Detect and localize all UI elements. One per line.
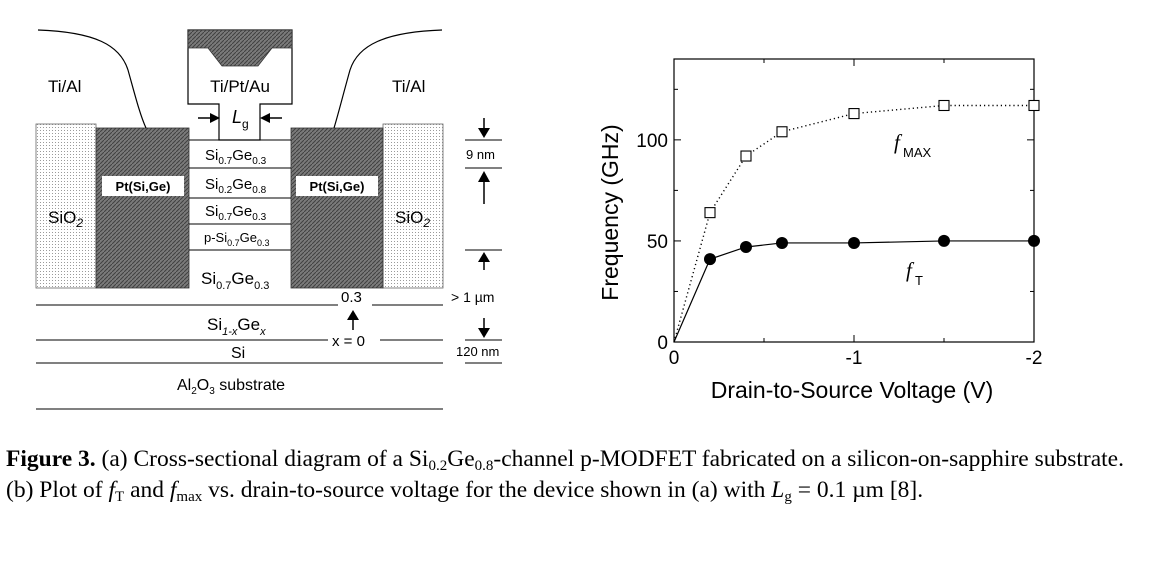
silicide-right-block [290,127,384,289]
caption-text-4: and [124,477,170,503]
marker-circle [740,240,752,253]
contact-right-label: Ti/Al [392,77,425,96]
marker-square [704,207,716,219]
caption-text-3: -channel p-MODFET fabricated on a silico… [6,446,1124,503]
channel-layer-3: Si0.7Ge0.3 [205,203,267,223]
silicide-left-label: Pt(Si,Ge) [116,179,171,194]
marker-circle [1028,234,1040,247]
caption-l1: L [771,477,785,503]
substrate-label: Al2O3 substrate [177,377,285,397]
silicide-right-label-box [296,176,378,196]
caption-sub-3: T [115,489,125,505]
plot-frame [673,58,1035,343]
channel-layer-4: p-Si0.7Ge0.3 [204,230,270,248]
marker-circle [848,236,860,249]
series-line-0 [673,104,1034,343]
figure-caption: Figure 3. (a) Cross-sectional diagram of… [6,444,1156,506]
silicide-left-label-box [102,176,184,196]
si-layer-label: Si [231,345,245,362]
caption-f1: f [108,477,116,503]
oxide-left-block [35,123,97,289]
oxide-right-label: SiO2 [395,208,430,230]
dimension-arrows [198,113,490,338]
left-contact-wire [37,29,147,129]
gate-cap [187,29,293,67]
caption-sub-5: g [784,489,792,505]
marker-square [848,108,860,120]
caption-text-6: = 0.1 µm [8]. [791,477,924,503]
marker-square [740,150,752,162]
channel-layer-1: Si0.7Ge0.3 [205,147,267,167]
x-tick-label: 0 [669,348,680,369]
dim-1um-label: > 1 µm [451,289,494,305]
x-top-label: 0.3 [341,289,362,306]
dim-120nm-label: 120 nm [456,344,499,359]
series-label-sub-0: MAX [903,145,932,160]
cross-section-diagram: Ti/Al Ti/Al Ti/Pt/Au Lg Pt(Si,Ge) Pt(Si,… [35,29,502,410]
x-axis-label: Drain-to-Source Voltage (V) [711,377,994,403]
marker-circle [776,236,788,249]
channel-stack-lines [189,139,291,251]
x-tick-label: -2 [1026,348,1043,369]
marker-circle [704,253,716,266]
y-tick-label: 100 [636,131,668,152]
layer-boundaries [36,304,443,410]
silicide-left-block [95,127,190,289]
caption-text-5: vs. drain-to-source voltage for the devi… [202,477,772,503]
contact-gate-label: Ti/Pt/Au [210,77,270,96]
silicide-right-label: Pt(Si,Ge) [310,179,365,194]
oxide-right-block [382,123,444,289]
caption-text-1: (a) Cross-sectional diagram of a Si [95,446,429,472]
marker-circle [938,234,950,247]
series-line-1 [673,240,1034,343]
y-axis-label: Frequency (GHz) [597,124,623,300]
right-contact-wire [333,29,443,129]
chart-root: 0 50 100 0 -1 -2 Drain-to-Source Voltage (V) Fr… [597,58,1043,403]
y-tick-label: 50 [647,232,668,253]
dimension-lines [465,139,502,364]
frequency-chart: 0 50 100 0 -1 -2 Drain-to-Source Voltage (V) Fr… [597,58,1043,403]
series-label-1: f [906,258,915,282]
caption-text-2: Ge [447,446,475,472]
x-bottom-label: x = 0 [332,333,365,350]
buffer-layer-label: Si0.7Ge0.3 [201,269,269,292]
marker-square [938,99,950,112]
contact-left-label: Ti/Al [48,77,81,96]
caption-f2: f [169,477,177,503]
caption-sub-4: max [176,489,203,505]
marker-square [776,126,788,138]
dim-9nm-label: 9 nm [466,147,495,162]
caption-label: Figure 3. [6,446,96,472]
series-label-0: f [894,130,903,154]
oxide-left-label: SiO2 [48,208,83,230]
caption-sub-2: 0.8 [474,458,494,474]
x-tick-label: -1 [846,348,863,369]
gate-length-label: Lg [232,107,249,131]
caption-sub-1: 0.2 [428,458,448,474]
marker-square [1028,99,1040,112]
graded-layer-label: Si1-xGex [207,315,266,338]
y-tick-label: 0 [657,333,668,354]
channel-layer-2: Si0.2Ge0.8 [205,176,267,196]
series-label-sub-1: T [915,273,923,288]
